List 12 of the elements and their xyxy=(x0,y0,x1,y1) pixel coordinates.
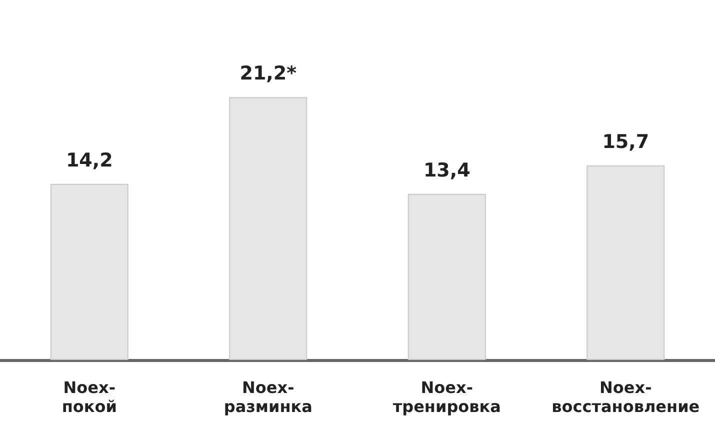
x-tick-label: Noex- разминка xyxy=(224,378,312,416)
x-tick-label: Noex- восстановление xyxy=(552,378,700,416)
bar xyxy=(408,194,486,360)
data-label: 21,2* xyxy=(240,62,297,85)
bar xyxy=(50,184,128,360)
data-label: 13,4 xyxy=(423,159,470,182)
bar xyxy=(229,97,308,360)
data-label: 15,7 xyxy=(602,130,650,153)
x-tick-label: Noex- тренировка xyxy=(392,378,501,416)
data-label: 14,2 xyxy=(66,149,113,172)
x-tick-label: Noex- покой xyxy=(62,378,117,416)
bar xyxy=(586,165,665,360)
